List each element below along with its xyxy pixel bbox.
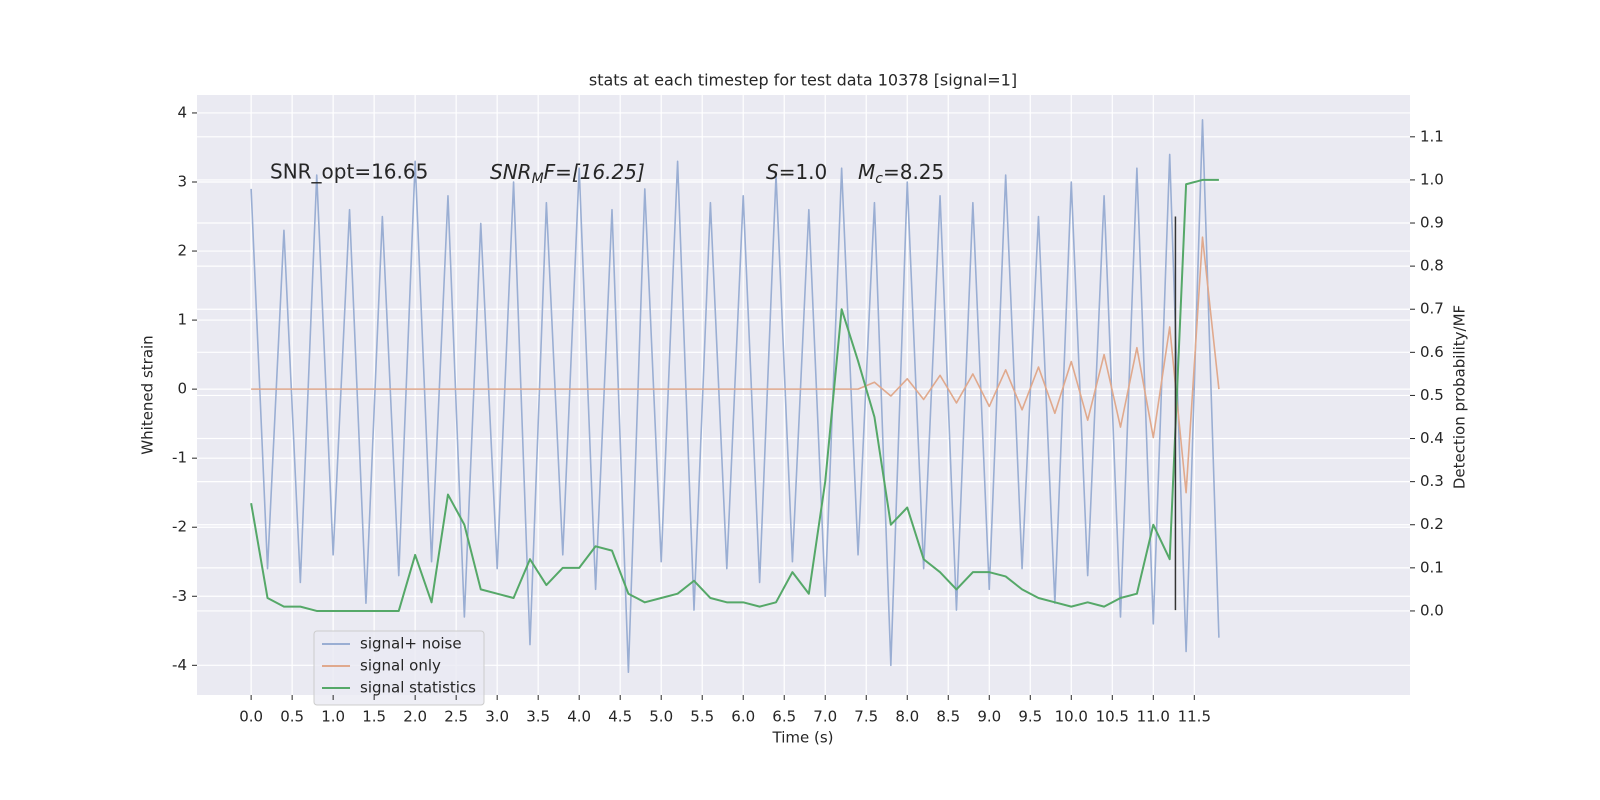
x-tick-label: 0.5 [280,708,304,726]
y-tick-label: -3 [172,587,187,605]
x-tick-label: 5.0 [649,708,673,726]
x-tick-label: 8.0 [895,708,919,726]
marks [250,119,1220,674]
y2-tick-label: 1.0 [1420,170,1444,188]
annotation: S=1.0 [766,160,827,184]
annotation-part: M [532,171,544,187]
y2-axis-label: Detection probability/MF [1451,305,1469,489]
x-tick-label: 10.0 [1055,708,1088,726]
x-tick-label: 2.0 [403,708,427,726]
series-line [250,178,1219,612]
y2-tick-label: 0.9 [1420,214,1444,232]
x-tick-label: 1.5 [362,708,386,726]
legend: signal+ noise signal only signal statistic… [313,630,485,706]
y-tick-label: -4 [172,656,187,674]
annotation: SNR_opt=16.65 [270,160,428,184]
x-tick-label: 3.5 [526,708,550,726]
x-tick-label: 11.5 [1178,708,1211,726]
annotation-part: S [766,160,779,184]
y2-tick-label: 0.4 [1420,429,1444,447]
y2-tick-label: 0.0 [1420,601,1444,619]
x-tick-label: 0.0 [239,708,263,726]
annotation-part: SNR [490,160,532,184]
x-tick-label: 7.5 [854,708,878,726]
x-tick-label: 7.0 [813,708,837,726]
x-tick-label: 8.5 [936,708,960,726]
y2-tick-label: 0.2 [1420,515,1444,533]
annotation: SNRMF=[16.25] [490,160,645,188]
annotation-part: c [875,171,883,187]
x-tick-label: 6.0 [731,708,755,726]
y-tick-label: -1 [172,449,187,467]
annotation-part: =1.0 [779,160,828,184]
x-tick-label: 9.0 [977,708,1001,726]
legend-label: signal only [360,657,441,675]
annotation-part: =8.25 [883,160,944,184]
legend-box [313,630,485,706]
y2-tick-label: 0.7 [1420,300,1444,318]
x-tick-label: 1.0 [321,708,345,726]
y-tick-label: 0 [177,380,187,398]
x-tick-label: 9.5 [1018,708,1042,726]
chart-title: stats at each timestep for test data 103… [589,71,1017,90]
y-tick-label: 2 [177,242,187,260]
annotation-part: F=[16.25] [544,160,645,184]
y-axis-label: Whitened strain [139,335,157,454]
y-tick-label: -2 [172,518,187,536]
y2-tick-label: 0.5 [1420,386,1444,404]
x-tick-label: 11.0 [1137,708,1170,726]
x-tick-label: 4.0 [567,708,591,726]
x-tick-label: 10.5 [1096,708,1129,726]
x-tick-label: 3.0 [485,708,509,726]
series-line [250,119,1220,674]
x-tick-label: 4.5 [608,708,632,726]
y2-tick-label: 0.3 [1420,472,1444,490]
y-tick-label: 1 [177,311,187,329]
x-tick-label: 5.5 [690,708,714,726]
y2-tick-label: 0.6 [1420,343,1444,361]
x-axis-label: Time (s) [772,729,834,747]
x-tick-label: 6.5 [772,708,796,726]
y2-tick-label: 0.8 [1420,257,1444,275]
y-tick-label: 4 [177,103,187,121]
annotation: Mc=8.25 [858,160,944,188]
y2-tick-label: 1.1 [1420,127,1444,145]
y2-tick-label: 0.1 [1420,558,1444,576]
y-tick-label: 3 [177,172,187,190]
legend-label: signal+ noise [360,635,462,653]
x-tick-label: 2.5 [444,708,468,726]
legend-label: signal statistics [360,679,476,697]
series-line [251,236,1220,494]
annotation-part: M [858,160,875,184]
